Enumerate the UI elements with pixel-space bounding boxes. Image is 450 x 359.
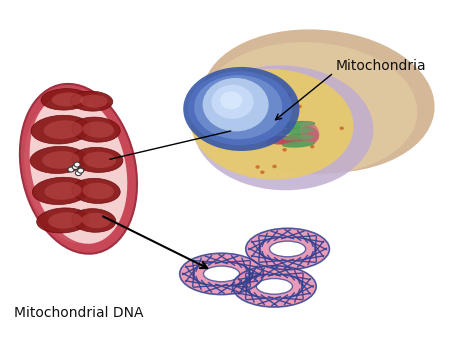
Ellipse shape <box>283 128 315 134</box>
Ellipse shape <box>212 107 217 110</box>
Ellipse shape <box>283 141 315 147</box>
Ellipse shape <box>41 89 90 110</box>
Ellipse shape <box>286 93 291 96</box>
Ellipse shape <box>72 178 120 204</box>
Ellipse shape <box>45 182 81 200</box>
Ellipse shape <box>296 132 301 136</box>
Ellipse shape <box>20 84 137 254</box>
Ellipse shape <box>272 165 277 168</box>
Ellipse shape <box>291 128 296 131</box>
Ellipse shape <box>239 130 244 133</box>
Ellipse shape <box>82 213 110 228</box>
Ellipse shape <box>183 67 299 151</box>
Ellipse shape <box>71 91 113 111</box>
Ellipse shape <box>300 126 319 144</box>
Ellipse shape <box>72 164 78 169</box>
Ellipse shape <box>75 171 81 176</box>
Ellipse shape <box>37 208 90 233</box>
Ellipse shape <box>72 148 123 172</box>
Ellipse shape <box>270 241 306 257</box>
Ellipse shape <box>339 126 344 130</box>
Ellipse shape <box>48 212 82 229</box>
Text: Mitochondrial DNA: Mitochondrial DNA <box>14 306 143 320</box>
Ellipse shape <box>30 146 87 173</box>
Ellipse shape <box>253 102 258 106</box>
Ellipse shape <box>297 105 302 108</box>
Ellipse shape <box>234 126 238 129</box>
Ellipse shape <box>74 162 80 167</box>
Ellipse shape <box>203 266 239 282</box>
Ellipse shape <box>300 121 319 141</box>
Ellipse shape <box>215 112 219 116</box>
Ellipse shape <box>282 127 315 135</box>
Ellipse shape <box>194 75 282 139</box>
Ellipse shape <box>188 71 292 145</box>
Ellipse shape <box>310 145 315 148</box>
Ellipse shape <box>294 140 299 144</box>
Ellipse shape <box>30 94 127 244</box>
Ellipse shape <box>283 148 287 151</box>
Ellipse shape <box>261 136 266 139</box>
Ellipse shape <box>44 120 82 139</box>
Ellipse shape <box>233 266 316 307</box>
Ellipse shape <box>82 121 114 138</box>
Ellipse shape <box>282 121 315 129</box>
Ellipse shape <box>281 136 303 145</box>
Ellipse shape <box>246 228 329 270</box>
Ellipse shape <box>82 183 114 199</box>
Ellipse shape <box>80 95 108 108</box>
Ellipse shape <box>31 115 91 144</box>
Text: Mitochondria: Mitochondria <box>336 59 427 73</box>
Ellipse shape <box>260 171 265 174</box>
Ellipse shape <box>283 122 315 128</box>
Ellipse shape <box>193 65 374 190</box>
Ellipse shape <box>202 78 269 131</box>
Ellipse shape <box>256 165 260 169</box>
Ellipse shape <box>202 42 417 174</box>
Ellipse shape <box>266 142 270 145</box>
Ellipse shape <box>260 96 264 100</box>
Ellipse shape <box>202 29 435 173</box>
Ellipse shape <box>227 110 232 113</box>
Ellipse shape <box>68 167 74 172</box>
Ellipse shape <box>242 96 247 100</box>
Ellipse shape <box>275 109 280 113</box>
Ellipse shape <box>72 209 116 232</box>
Ellipse shape <box>212 85 254 119</box>
Ellipse shape <box>266 112 271 115</box>
Ellipse shape <box>191 69 354 180</box>
Ellipse shape <box>77 168 84 173</box>
Ellipse shape <box>83 152 116 168</box>
Ellipse shape <box>282 140 315 148</box>
Ellipse shape <box>32 177 90 205</box>
Ellipse shape <box>283 134 315 140</box>
Ellipse shape <box>52 92 83 106</box>
Ellipse shape <box>72 117 120 142</box>
Ellipse shape <box>264 111 268 115</box>
Ellipse shape <box>24 102 115 243</box>
Ellipse shape <box>254 131 259 135</box>
Ellipse shape <box>180 253 263 295</box>
Ellipse shape <box>256 279 292 294</box>
Ellipse shape <box>275 113 280 117</box>
Ellipse shape <box>232 134 236 137</box>
Ellipse shape <box>274 136 297 145</box>
Ellipse shape <box>220 92 242 109</box>
Ellipse shape <box>230 130 235 134</box>
Ellipse shape <box>268 136 290 145</box>
Ellipse shape <box>282 134 315 141</box>
Ellipse shape <box>42 151 79 169</box>
